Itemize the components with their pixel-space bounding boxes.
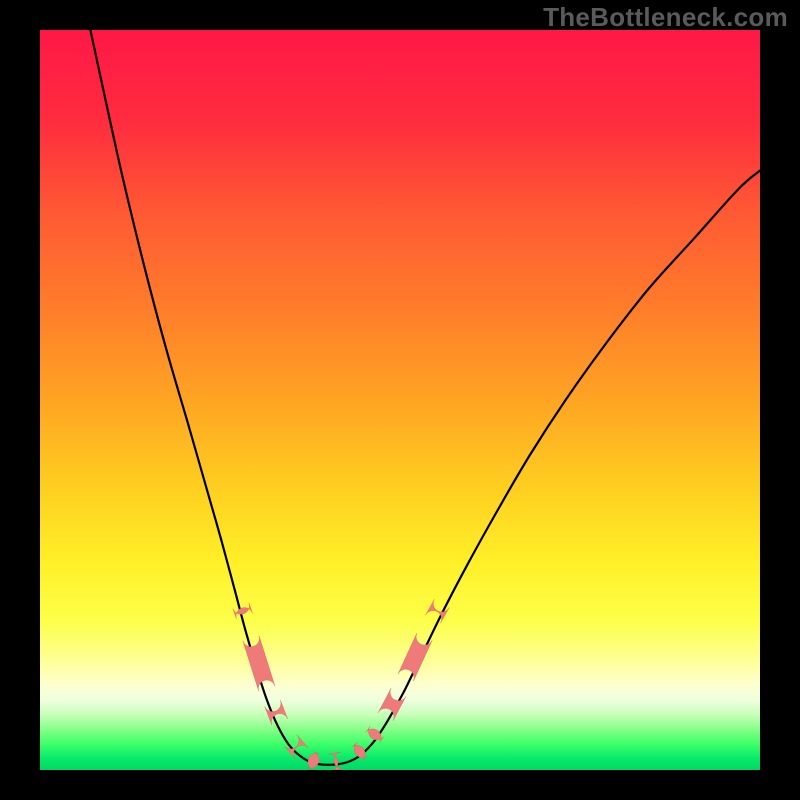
root-canvas: TheBottleneck.com	[0, 0, 800, 800]
watermark-text: TheBottleneck.com	[543, 2, 788, 33]
plot-svg	[40, 30, 760, 770]
gradient-background	[40, 30, 760, 770]
plot-area	[40, 30, 760, 770]
